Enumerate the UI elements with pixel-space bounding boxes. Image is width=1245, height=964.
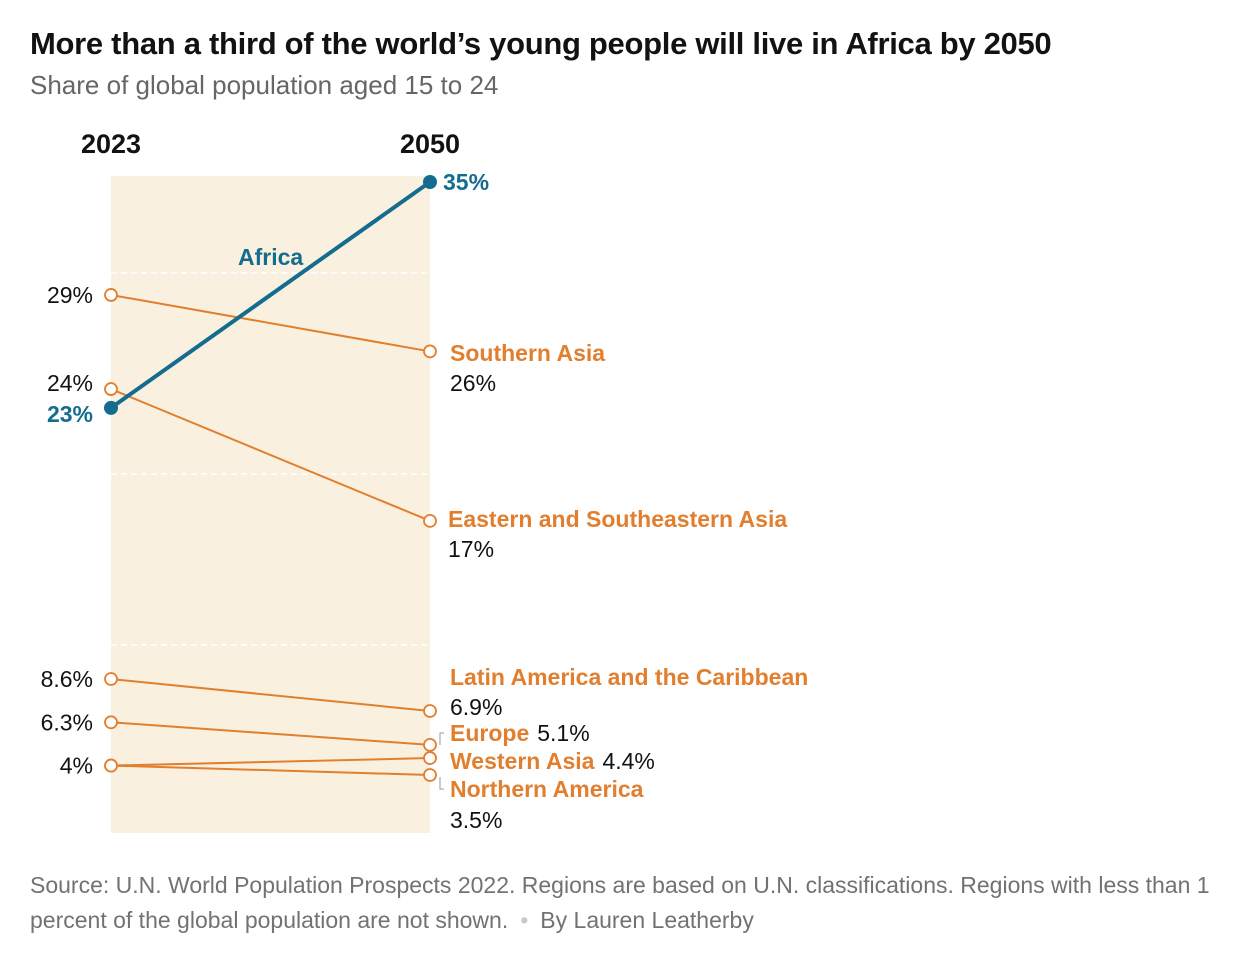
series-line-latin-america-and-the-caribbean: [110, 677, 431, 712]
series-name-western-asia: Western Asia: [450, 748, 595, 774]
year-label-end: 2050: [400, 129, 460, 159]
series-line-africa: [109, 180, 432, 410]
start-label-eastern-and-southeastern-asia: 24%: [47, 370, 93, 396]
end-label-northern-america: 3.5%: [450, 807, 502, 833]
source-note: Source: U.N. World Population Prospects …: [30, 872, 1210, 933]
separator-dot-icon: •: [520, 907, 529, 933]
end-label-western-asia: 4.4%: [602, 748, 654, 774]
end-label-southern-asia: 26%: [450, 370, 496, 396]
point-start-africa: [104, 400, 118, 415]
point-end-northern-america: [423, 768, 437, 782]
series-name-africa: Africa: [238, 244, 303, 270]
start-label-africa: 23%: [47, 401, 93, 427]
byline: By Lauren Leatherby: [540, 907, 754, 933]
chart-band: [111, 176, 430, 833]
year-label-start: 2023: [81, 129, 141, 159]
end-label-europe: 5.1%: [537, 720, 589, 746]
end-label-eastern-and-southeastern-asia: 17%: [448, 536, 494, 562]
series-line-northern-america: [110, 764, 431, 776]
point-start-northern-america: [104, 758, 118, 773]
point-start-eastern-and-southeastern-asia: [104, 382, 118, 396]
start-label-latin-america-and-the-caribbean: 8.6%: [41, 666, 93, 692]
end-label-latin-america-and-the-caribbean: 6.9%: [450, 694, 502, 720]
start-label-western-asia: 4%: [60, 753, 93, 779]
series-name-latin-america-and-the-caribbean: Latin America and the Caribbean: [450, 664, 808, 690]
chart-subtitle: Share of global population aged 15 to 24: [30, 70, 499, 100]
series-name-northern-america: Northern America: [450, 776, 644, 802]
series-line-western-asia: [110, 757, 431, 767]
point-start-southern-asia: [104, 288, 118, 302]
point-start-europe: [104, 715, 118, 730]
point-end-latin-america-and-the-caribbean: [423, 704, 437, 718]
point-end-southern-asia: [423, 344, 437, 359]
series-name-southern-asia: Southern Asia: [450, 340, 605, 366]
series-name-europe: Europe: [450, 720, 529, 746]
end-label-africa: 35%: [443, 169, 489, 195]
chart-title: More than a third of the world’s young p…: [30, 26, 1052, 61]
start-label-southern-asia: 29%: [47, 282, 93, 308]
chart-footer: Source: U.N. World Population Prospects …: [30, 868, 1225, 938]
leader-northern-america: [439, 777, 444, 790]
point-end-europe: [423, 737, 437, 752]
point-end-western-asia: [423, 751, 437, 765]
point-start-latin-america-and-the-caribbean: [104, 672, 118, 686]
start-label-europe: 6.3%: [41, 709, 93, 735]
leader-europe: [439, 732, 444, 745]
series-line-eastern-and-southeastern-asia: [110, 388, 431, 522]
series-name-eastern-and-southeastern-asia: Eastern and Southeastern Asia: [448, 506, 787, 532]
point-end-africa: [423, 175, 437, 189]
series-line-southern-asia: [110, 293, 431, 353]
series-line-europe: [110, 721, 431, 746]
point-end-eastern-and-southeastern-asia: [423, 513, 437, 528]
